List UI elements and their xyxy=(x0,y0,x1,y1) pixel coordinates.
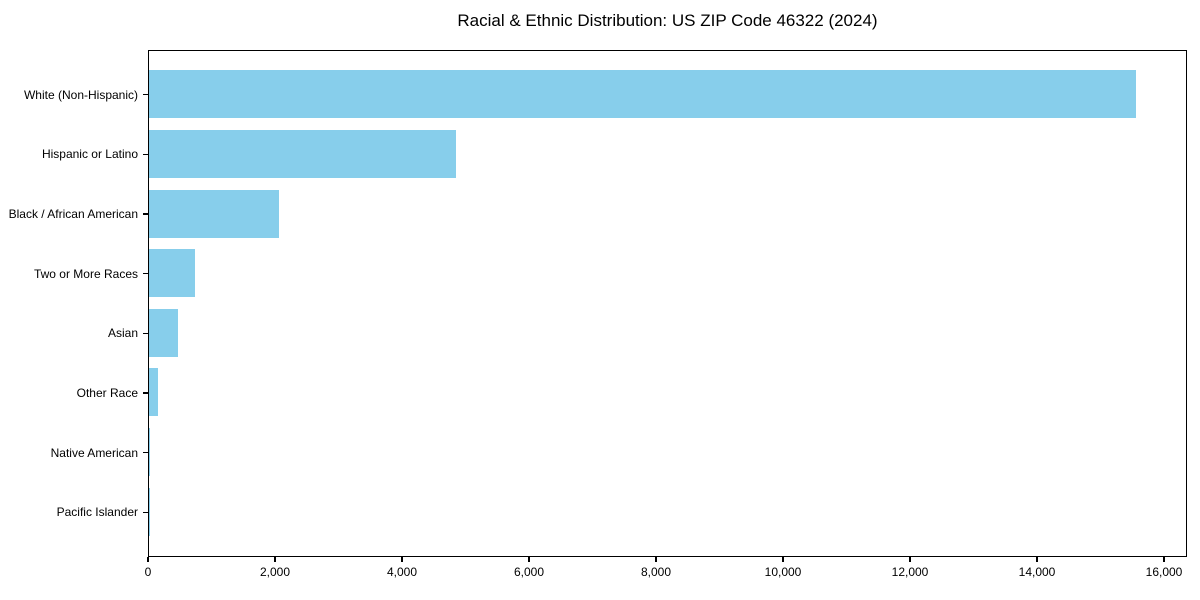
x-tick-mark xyxy=(655,557,657,562)
x-tick-label: 8,000 xyxy=(640,565,672,579)
y-tick-mark xyxy=(143,273,148,275)
x-tick-label: 16,000 xyxy=(1145,565,1183,579)
bar-hispanic-or-latino xyxy=(149,129,456,178)
y-tick-mark xyxy=(143,213,148,215)
bar-other-race xyxy=(149,368,158,417)
bar-pacific-islander xyxy=(149,487,150,536)
x-tick-mark xyxy=(401,557,403,562)
bar-black-african-american xyxy=(149,189,280,238)
x-tick-label: 2,000 xyxy=(259,565,291,579)
x-tick-mark xyxy=(1163,557,1165,562)
bar-native-american xyxy=(149,428,151,477)
bar-white-non-hispanic xyxy=(149,70,1137,119)
y-tick-label: Two or More Races xyxy=(33,266,138,281)
y-tick-label: Black / African American xyxy=(8,207,138,222)
y-tick-label: Hispanic or Latino xyxy=(41,147,138,162)
y-tick-mark xyxy=(143,511,148,513)
bar-two-or-more-races xyxy=(149,249,196,298)
x-tick-mark xyxy=(909,557,911,562)
y-tick-mark xyxy=(143,153,148,156)
x-tick-mark xyxy=(147,557,149,562)
y-tick-label: Pacific Islander xyxy=(56,505,138,520)
y-tick-label: Other Race xyxy=(76,385,138,400)
x-tick-label: 10,000 xyxy=(764,565,802,579)
x-tick-label: 12,000 xyxy=(891,565,929,579)
y-tick-mark xyxy=(143,392,148,394)
x-tick-mark xyxy=(528,557,530,562)
x-tick-label: 4,000 xyxy=(386,565,418,579)
x-tick-label: 0 xyxy=(144,565,152,579)
x-tick-mark xyxy=(1036,557,1038,562)
y-tick-mark xyxy=(143,332,148,334)
y-tick-mark xyxy=(143,451,148,454)
x-tick-mark xyxy=(782,557,784,562)
bar-asian xyxy=(149,308,178,357)
x-tick-label: 14,000 xyxy=(1018,565,1056,579)
x-tick-label: 6,000 xyxy=(513,565,545,579)
y-tick-label: Native American xyxy=(50,445,138,460)
plot-area xyxy=(148,50,1187,557)
y-tick-label: Asian xyxy=(107,326,138,341)
chart-title: Racial & Ethnic Distribution: US ZIP Cod… xyxy=(457,11,878,30)
x-tick-mark xyxy=(274,557,276,562)
y-tick-label: White (Non-Hispanic) xyxy=(23,87,138,102)
y-tick-mark xyxy=(143,94,148,96)
